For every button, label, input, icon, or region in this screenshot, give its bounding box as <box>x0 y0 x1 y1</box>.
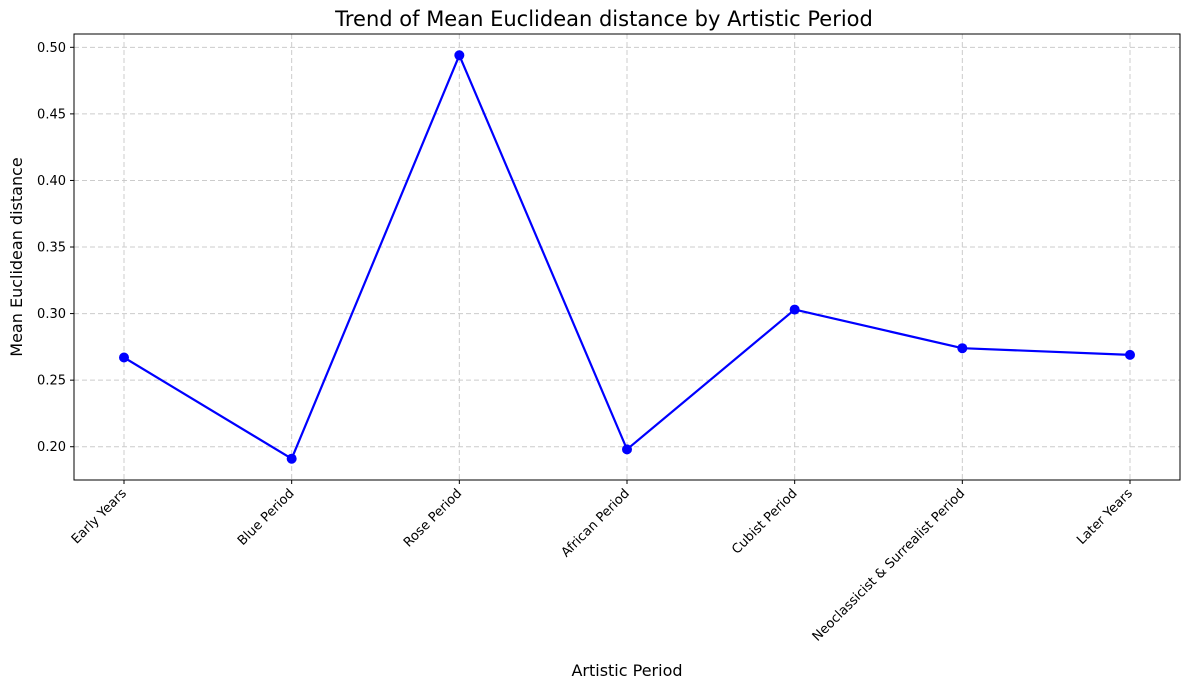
x-tick-label: Cubist Period <box>729 486 800 557</box>
data-point <box>454 50 465 61</box>
data-point <box>286 453 297 464</box>
data-point <box>789 304 800 315</box>
x-tick-label: Early Years <box>69 486 130 547</box>
y-tick-label: 0.50 <box>37 41 66 56</box>
x-axis-label: Artistic Period <box>571 661 682 680</box>
series-layer <box>119 50 1135 464</box>
grid-layer <box>74 34 1180 480</box>
data-point <box>957 343 968 354</box>
data-point <box>622 444 632 455</box>
x-tick-label: Neoclassicist & Surrealist Period <box>810 486 968 644</box>
x-tick-label: Later Years <box>1074 486 1136 548</box>
x-tick-label: Rose Period <box>401 486 465 550</box>
y-tick-label: 0.30 <box>37 307 66 322</box>
y-tick-label: 0.40 <box>37 174 66 189</box>
plot-frame <box>73 33 1181 481</box>
x-tick-label: Blue Period <box>235 486 298 549</box>
y-tick-label: 0.35 <box>37 241 66 256</box>
axis-layer: 0.20 0.25 0.30 0.35 0.40 0.45 0.50 Early Years B… <box>37 33 1181 645</box>
y-tick-label: 0.20 <box>37 440 66 455</box>
y-tick-label: 0.25 <box>37 374 66 389</box>
y-axis-label: Mean Euclidean distance <box>7 157 26 356</box>
x-tick-label: African Period <box>559 486 633 560</box>
y-tick-label: 0.45 <box>37 107 66 122</box>
data-point <box>119 352 129 363</box>
data-point <box>1125 349 1135 360</box>
chart-title: Trend of Mean Euclidean distance by Arti… <box>334 7 873 31</box>
